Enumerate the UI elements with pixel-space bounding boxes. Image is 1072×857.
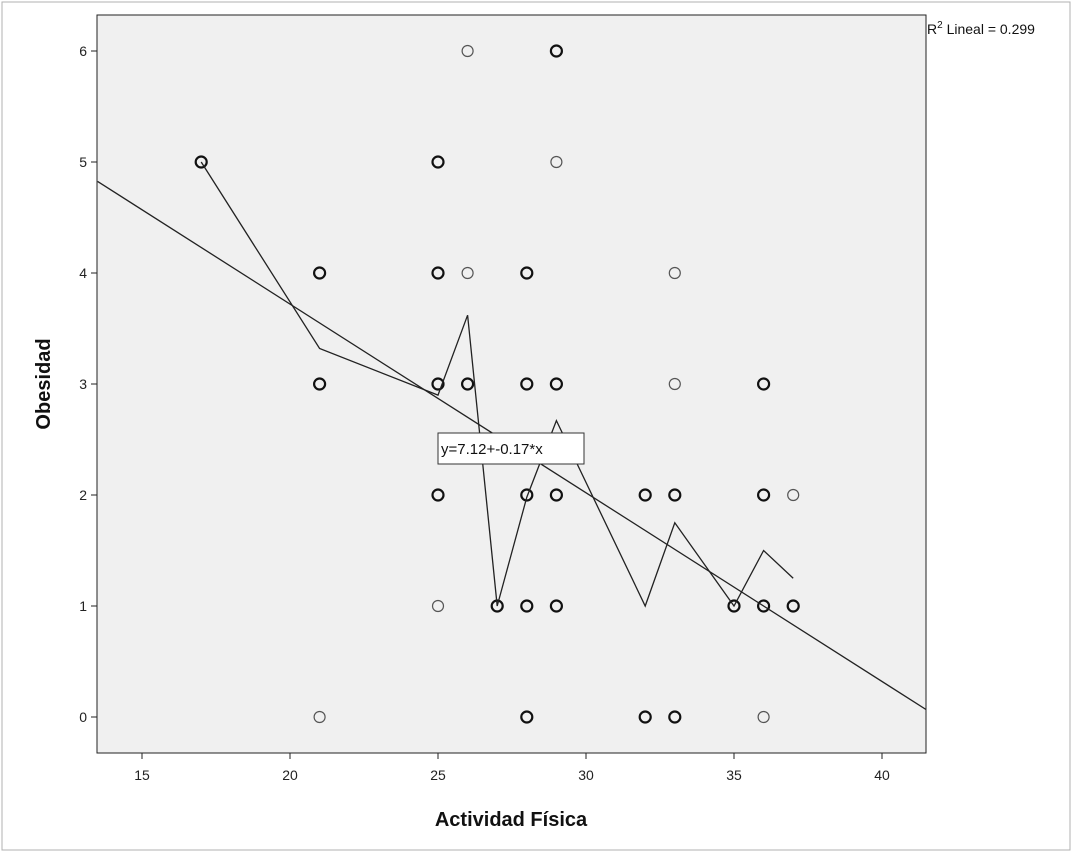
equation-label-text: y=7.12+-0.17*x [441, 441, 543, 458]
data-point [787, 488, 800, 502]
data-point [431, 599, 445, 613]
data-point [520, 599, 534, 613]
data-point [668, 488, 682, 502]
axis-ticks: 15 20 25 30 35 40 0 1 2 3 4 5 6 [79, 43, 890, 783]
y-axis-title: Obesidad [33, 338, 55, 429]
y-tick-label: 2 [79, 487, 87, 503]
data-point [461, 377, 475, 391]
r-squared-label: R2 Lineal = 0.299 [927, 20, 1035, 37]
y-tick-label: 3 [79, 376, 87, 392]
data-point [756, 599, 771, 613]
equation-label: y=7.12+-0.17*x [437, 432, 585, 465]
data-point [313, 266, 327, 280]
data-point [638, 488, 652, 502]
y-tick-label: 0 [79, 709, 87, 725]
data-point [313, 377, 327, 391]
y-tick-label: 1 [79, 598, 87, 614]
r-squared-superscript: 2 [937, 20, 943, 31]
data-point [549, 599, 564, 613]
data-point [520, 488, 534, 502]
plot-area [96, 14, 927, 754]
data-points [194, 44, 800, 724]
x-tick-label: 30 [578, 767, 594, 783]
data-point [520, 710, 534, 724]
data-point [668, 710, 682, 724]
x-tick-label: 20 [282, 767, 298, 783]
data-point [786, 599, 800, 613]
data-point [549, 377, 564, 391]
data-point [520, 377, 534, 391]
data-point [461, 44, 474, 58]
data-point [756, 377, 771, 391]
x-tick-label: 25 [430, 767, 446, 783]
data-point [727, 599, 741, 613]
data-point [431, 155, 445, 169]
x-tick-label: 40 [874, 767, 890, 783]
data-point [757, 710, 770, 724]
equation-label-box [437, 432, 585, 465]
r-squared-value: Lineal = 0.299 [943, 21, 1035, 37]
data-point [668, 377, 681, 391]
y-tick-label: 5 [79, 154, 87, 170]
data-point [461, 266, 474, 280]
data-point [549, 44, 564, 58]
y-tick-label: 4 [79, 265, 87, 281]
data-point [313, 710, 326, 724]
x-tick-label: 35 [726, 767, 742, 783]
data-point [520, 266, 534, 280]
data-point [668, 266, 681, 280]
data-point [194, 155, 208, 169]
r-squared-prefix: R [927, 21, 937, 37]
data-point [756, 488, 771, 502]
data-point [549, 488, 564, 502]
data-point [431, 266, 445, 280]
x-tick-label: 15 [134, 767, 150, 783]
data-point [431, 377, 445, 391]
x-axis-title: Actividad Física [435, 809, 588, 831]
y-tick-label: 6 [79, 43, 87, 59]
data-point [431, 488, 445, 502]
data-point [550, 155, 563, 169]
data-point [638, 710, 652, 724]
